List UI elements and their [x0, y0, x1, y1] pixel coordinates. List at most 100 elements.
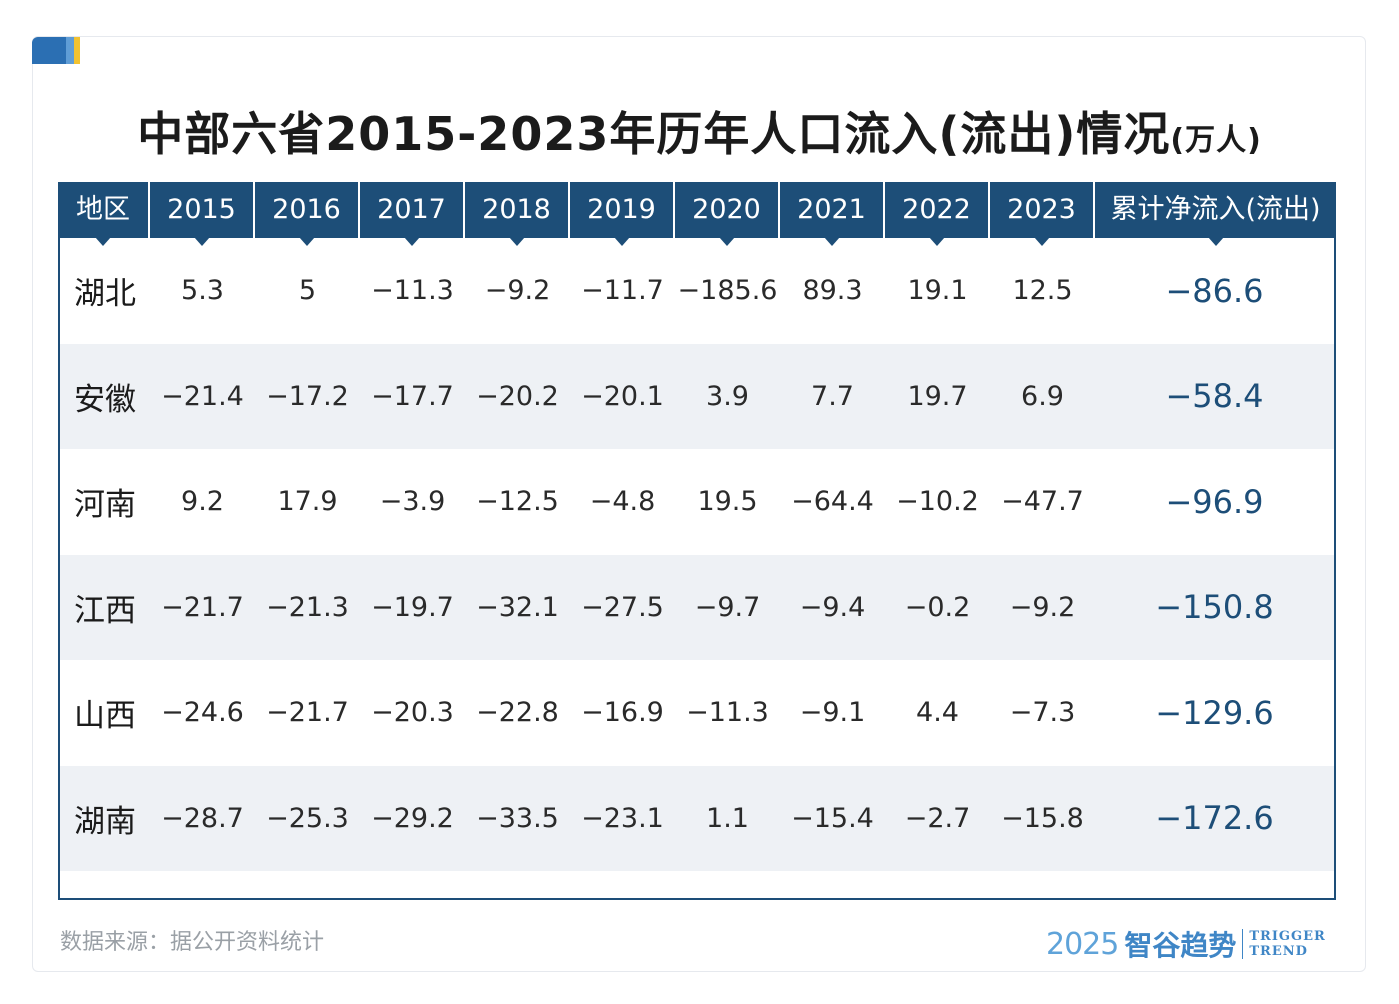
total-cell: −86.6	[1165, 271, 1264, 310]
total-cell: −58.4	[1165, 377, 1264, 416]
value-cell: 5	[298, 275, 317, 307]
value-cell: 19.5	[697, 486, 758, 518]
region-cell: 山西	[74, 698, 136, 735]
table-body: 湖北 5.3 5 −11.3 −9.2 −11.7 −185.6 89.3 19.1 12.5 −8…	[58, 238, 1336, 900]
value-cell: −23.1	[581, 802, 664, 834]
value-cell: −29.2	[371, 802, 454, 834]
value-cell: −17.2	[266, 380, 349, 412]
value-cell: 19.7	[907, 380, 968, 412]
value-cell: −10.2	[896, 486, 979, 518]
table-row: 湖南 −28.7 −25.3 −29.2 −33.5 −23.1 1.1 −15.4 −2.7−…	[60, 765, 1334, 871]
value-cell: −12.5	[476, 486, 559, 518]
region-cell: 安徽	[74, 381, 136, 418]
value-cell: 17.9	[277, 486, 338, 518]
column-header: 2020	[675, 182, 780, 246]
value-cell: 7.7	[811, 380, 854, 412]
value-cell: −20.3	[371, 697, 454, 729]
column-header: 2017	[360, 182, 465, 246]
value-cell: −47.7	[1001, 486, 1084, 518]
value-cell: 89.3	[802, 275, 863, 307]
value-cell: −17.7	[371, 380, 454, 412]
brand-english-line2: TREND	[1249, 944, 1308, 959]
value-cell: −7.3	[1009, 697, 1076, 729]
table-row: 安徽 −21.4 −17.2 −17.7 −20.2 −20.1 3.9 7.7 19.7 6.9…	[60, 343, 1334, 449]
value-cell: −11.3	[686, 697, 769, 729]
chart-title-unit: (万人)	[1170, 123, 1262, 158]
column-header: 累计净流入(流出)	[1095, 182, 1336, 246]
corner-accent	[32, 37, 80, 64]
value-cell: −20.2	[476, 380, 559, 412]
brand-separator	[1242, 929, 1244, 959]
column-header: 2018	[465, 182, 570, 246]
value-cell: 19.1	[907, 275, 968, 307]
value-cell: 1.1	[706, 802, 749, 834]
header-notch	[298, 237, 315, 246]
value-cell: −185.6	[677, 275, 778, 307]
value-cell: −9.7	[694, 591, 761, 623]
value-cell: 4.4	[916, 697, 959, 729]
value-cell: −11.7	[581, 275, 664, 307]
total-cell: −150.8	[1155, 588, 1274, 627]
brand-english-line1: TRIGGER	[1249, 929, 1326, 944]
total-cell: −96.9	[1165, 482, 1264, 521]
value-cell: −9.2	[1009, 591, 1076, 623]
value-cell: −21.3	[266, 591, 349, 623]
value-cell: −15.8	[1001, 802, 1084, 834]
value-cell: −19.7	[371, 591, 454, 623]
value-cell: −33.5	[476, 802, 559, 834]
value-cell: −21.7	[161, 591, 244, 623]
value-cell: 3.9	[706, 380, 749, 412]
region-cell: 河南	[74, 487, 136, 524]
header-notch	[1033, 237, 1050, 246]
chart-title: 中部六省2015-2023年历年人口流入(流出)情况(万人)	[0, 98, 1399, 164]
region-cell: 江西	[74, 592, 136, 629]
region-cell: 湖北	[74, 276, 136, 313]
value-cell: −20.1	[581, 380, 664, 412]
header-notch	[508, 237, 525, 246]
header-notch	[718, 237, 735, 246]
value-cell: −15.4	[791, 802, 874, 834]
total-cell: −129.6	[1155, 693, 1274, 732]
value-cell: −2.7	[904, 802, 971, 834]
header-notch	[403, 237, 420, 246]
region-cell: 湖南	[74, 803, 136, 840]
value-cell: −16.9	[581, 697, 664, 729]
value-cell: −21.7	[266, 697, 349, 729]
table-row: 山西 −24.6 −21.7 −20.3 −22.8 −16.9 −11.3 −9.1 4.4 −…	[60, 660, 1334, 766]
value-cell: −27.5	[581, 591, 664, 623]
brand-name: 智谷趋势	[1124, 929, 1237, 962]
column-header: 2023	[990, 182, 1095, 246]
value-cell: −3.9	[379, 486, 446, 518]
table-row: 江西 −21.7 −21.3 −19.7 −32.1 −27.5 −9.7 −9.4 −0.2 −…	[60, 554, 1334, 660]
column-header: 地区	[58, 182, 150, 246]
brand-english: TRIGGER TREND	[1249, 929, 1325, 959]
value-cell: −11.3	[371, 275, 454, 307]
value-cell: 9.2	[181, 486, 224, 518]
value-cell: −9.4	[799, 591, 866, 623]
value-cell: −25.3	[266, 802, 349, 834]
value-cell: 12.5	[1012, 275, 1073, 307]
column-header: 2019	[570, 182, 675, 246]
value-cell: −9.1	[799, 697, 866, 729]
data-source: 数据来源：据公开资料统计	[60, 930, 325, 955]
header-notch	[823, 237, 840, 246]
table-row: 湖北 5.3 5 −11.3 −9.2 −11.7 −185.6 89.3 19.1 12.5 −8…	[60, 238, 1334, 344]
column-header: 2021	[780, 182, 885, 246]
column-header: 2016	[255, 182, 360, 246]
value-cell: −21.4	[161, 380, 244, 412]
chart-title-text: 中部六省2015-2023年历年人口流入(流出)情况	[137, 107, 1171, 161]
header-notch	[613, 237, 630, 246]
header-notch	[1207, 237, 1224, 246]
value-cell: −9.2	[484, 275, 551, 307]
value-cell: −64.4	[791, 486, 874, 518]
total-cell: −172.6	[1155, 799, 1274, 838]
value-cell: −22.8	[476, 697, 559, 729]
header-notch	[193, 237, 210, 246]
value-cell: −0.2	[904, 591, 971, 623]
data-table: 地区 2015 2016 2017 2018 2019 2020 2021 2022 2023 累计…	[58, 182, 1336, 900]
brand-year: 2025	[1046, 926, 1119, 962]
header-notch	[928, 237, 945, 246]
column-header: 2022	[885, 182, 990, 246]
header-notch	[95, 237, 111, 246]
value-cell: −24.6	[161, 697, 244, 729]
